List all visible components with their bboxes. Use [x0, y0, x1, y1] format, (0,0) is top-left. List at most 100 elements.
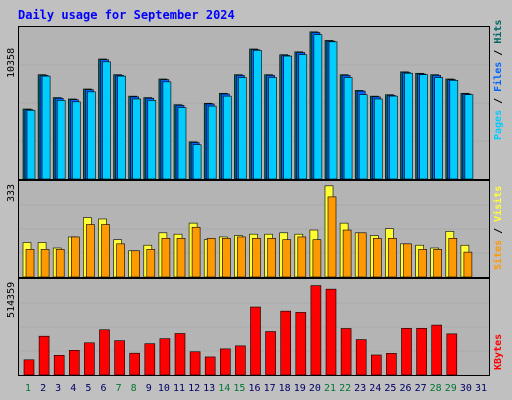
- kbytes-ymax-label: 514359: [6, 281, 17, 318]
- bar-sites-day-18: [282, 239, 292, 277]
- bar-sites-day-1: [25, 249, 35, 277]
- bar-kbytes-day-10: [159, 338, 171, 375]
- day-label-22: 22: [339, 383, 352, 394]
- bar-kbytes-day-19: [295, 312, 307, 375]
- bar-kbytes-day-24: [370, 354, 382, 375]
- bar-kbytes-day-20: [310, 285, 322, 375]
- legend-kbytes-label: KBytes: [493, 333, 504, 370]
- chart-title: Daily usage for September 2024: [18, 8, 235, 22]
- bar-pages-day-4: [71, 101, 81, 179]
- bar-pages-day-8: [132, 98, 141, 179]
- hits-files-pages-panel: [18, 26, 490, 180]
- day-label-5: 5: [85, 383, 92, 394]
- bar-pages-day-29: [449, 80, 459, 179]
- bar-sites-day-30: [463, 251, 473, 277]
- bar-sites-day-4: [70, 236, 80, 277]
- hits-files-pages-plot: [19, 31, 489, 179]
- bar-pages-day-6: [102, 61, 111, 179]
- day-label-1: 1: [24, 383, 32, 394]
- bar-sites-day-24: [372, 238, 382, 277]
- bar-kbytes-day-25: [386, 353, 397, 375]
- bar-kbytes-day-11: [174, 333, 186, 375]
- bar-sites-day-11: [176, 238, 186, 277]
- bar-pages-day-7: [117, 75, 126, 179]
- bar-kbytes-day-2: [38, 335, 50, 375]
- day-label-19: 19: [293, 383, 306, 394]
- bar-pages-day-13: [207, 105, 217, 179]
- legend-kbytes: KBytes: [493, 334, 504, 370]
- bar-sites-day-26: [403, 243, 412, 277]
- bar-pages-day-25: [389, 95, 398, 179]
- bar-sites-day-5: [86, 224, 95, 277]
- legend-sites: Sites: [493, 239, 504, 270]
- bar-sites-day-13: [206, 238, 216, 277]
- legend-hits-group: Pages / Files / Hits: [493, 19, 504, 140]
- bar-sites-day-8: [131, 250, 140, 277]
- day-label-17: 17: [263, 383, 276, 394]
- bar-pages-day-30: [464, 94, 474, 179]
- bar-pages-day-1: [26, 110, 36, 179]
- day-label-30: 30: [459, 383, 472, 394]
- bar-pages-day-16: [253, 50, 262, 179]
- bar-pages-day-28: [434, 77, 444, 179]
- bar-sites-day-23: [357, 232, 367, 277]
- bar-sites-day-25: [388, 238, 397, 277]
- day-label-13: 13: [203, 383, 216, 394]
- kbytes-panel: [18, 278, 490, 376]
- day-label-11: 11: [172, 383, 186, 394]
- day-label-16: 16: [248, 383, 261, 394]
- bar-kbytes-day-22: [340, 328, 352, 375]
- day-label-6: 6: [100, 383, 107, 394]
- bar-sites-day-6: [101, 224, 110, 277]
- bar-pages-day-17: [268, 77, 277, 179]
- visits-sites-panel: [18, 180, 490, 278]
- bar-pages-day-24: [373, 98, 383, 179]
- bar-kbytes-day-17: [265, 331, 276, 375]
- bar-pages-day-12: [192, 144, 202, 179]
- kbytes-plot: [19, 285, 489, 375]
- bar-sites-day-3: [55, 249, 65, 277]
- bar-kbytes-day-18: [280, 310, 292, 375]
- day-label-10: 10: [157, 383, 170, 394]
- bar-sites-day-12: [191, 226, 201, 277]
- visits-sites-plot: [19, 185, 489, 277]
- visits-ymax-label: 333: [6, 183, 17, 202]
- bar-sites-day-14: [222, 238, 231, 277]
- bar-sites-day-15: [237, 236, 246, 277]
- bar-sites-day-10: [161, 238, 171, 277]
- bar-sites-day-20: [312, 239, 322, 277]
- day-label-7: 7: [115, 383, 122, 394]
- bar-sites-day-17: [267, 238, 276, 277]
- bar-kbytes-day-4: [68, 350, 80, 375]
- day-label-31: 31: [474, 383, 488, 394]
- bar-pages-day-9: [147, 100, 157, 179]
- bar-pages-day-23: [358, 94, 368, 179]
- day-label-28: 28: [429, 383, 442, 394]
- bar-kbytes-day-3: [53, 355, 65, 375]
- bar-kbytes-day-21: [325, 288, 337, 375]
- bar-pages-day-21: [328, 41, 338, 179]
- hits-ymax-label: 10358: [6, 47, 17, 78]
- day-label-24: 24: [369, 383, 382, 394]
- bar-sites-day-16: [252, 238, 261, 277]
- bar-sites-day-29: [448, 238, 458, 277]
- bar-kbytes-day-7: [114, 340, 125, 375]
- day-label-9: 9: [145, 383, 152, 394]
- bar-sites-day-27: [418, 249, 427, 277]
- bar-pages-day-18: [283, 55, 293, 179]
- bar-pages-day-26: [404, 72, 413, 179]
- legend-hits: Hits: [493, 19, 504, 44]
- bar-pages-day-5: [87, 91, 96, 179]
- day-label-8: 8: [130, 383, 137, 394]
- bar-kbytes-day-26: [401, 328, 412, 375]
- day-label-2: 2: [40, 383, 47, 394]
- day-label-14: 14: [218, 383, 231, 394]
- bar-kbytes-day-1: [23, 359, 35, 375]
- day-label-25: 25: [384, 383, 397, 394]
- day-label-23: 23: [354, 383, 367, 394]
- bar-pages-day-27: [419, 74, 428, 179]
- day-label-3: 3: [55, 383, 62, 394]
- day-label-18: 18: [278, 383, 291, 394]
- day-label-4: 4: [70, 383, 77, 394]
- bar-kbytes-day-12: [189, 351, 201, 375]
